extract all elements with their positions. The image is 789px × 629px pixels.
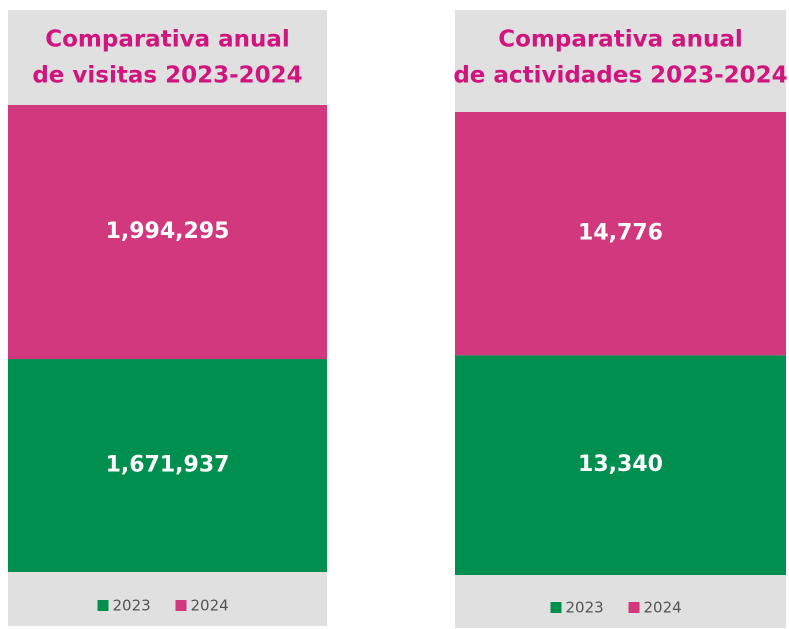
- data-label: 1,994,295: [106, 219, 230, 244]
- bar-segment: [455, 355, 786, 575]
- bar-segment: [8, 359, 327, 572]
- chart-title: de actividades 2023-2024: [453, 63, 787, 89]
- data-label: 13,340: [578, 452, 663, 477]
- data-label: 1,671,937: [106, 453, 230, 478]
- legend-label: 2024: [191, 597, 229, 615]
- legend-label: 2024: [644, 599, 682, 617]
- legend-swatch: [628, 602, 640, 613]
- bar-segment: [455, 112, 786, 356]
- bar-segment: [8, 105, 327, 360]
- legend-swatch: [550, 602, 562, 613]
- chart-title: Comparativa anual: [498, 27, 743, 53]
- legend-label: 2023: [113, 597, 151, 615]
- legend-swatch: [97, 600, 109, 611]
- legend-label: 2023: [566, 599, 604, 617]
- chart-title: de visitas 2023-2024: [32, 63, 302, 89]
- data-label: 14,776: [578, 221, 663, 246]
- legend-swatch: [175, 600, 187, 611]
- chart-title: Comparativa anual: [45, 27, 290, 53]
